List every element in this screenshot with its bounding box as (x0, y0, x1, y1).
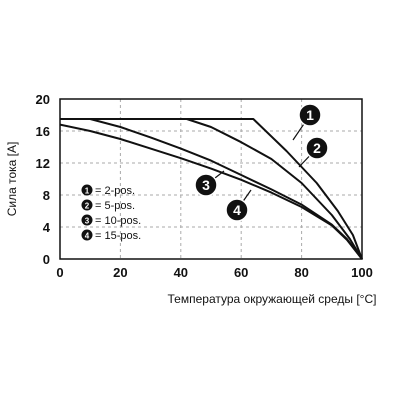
legend-item: 1 = 2-pos. (81, 184, 135, 197)
y-tick-label: 4 (43, 220, 51, 235)
y-tick-label: 8 (43, 188, 50, 203)
callout-3: 3 (194, 170, 225, 197)
series-line-1 (60, 118, 363, 260)
x-tick-label: 40 (174, 265, 188, 280)
x-axis-title: Температура окружающей среды [°C] (168, 292, 377, 306)
callout-number: 3 (202, 177, 210, 193)
x-tick-label: 100 (351, 265, 373, 280)
callout-badge (305, 136, 329, 160)
series-line-4 (59, 123, 363, 260)
y-tick-label: 0 (43, 252, 50, 267)
legend-label: = 10-pos. (95, 215, 141, 227)
legend-badge-number: 2 (85, 202, 90, 211)
series-lines (59, 118, 363, 260)
plot-frame (59, 98, 363, 260)
series-callouts: 1 2 3 4 (194, 103, 329, 222)
legend: 1 = 2-pos. 2 = 5-pos. 3 = 10-pos. 4 = 15-pos. (81, 184, 141, 242)
legend-item: 3 = 10-pos. (81, 214, 141, 227)
y-axis-title: Сила тока [A] (5, 142, 19, 217)
y-tick-label: 16 (36, 124, 50, 139)
callout-number: 4 (233, 202, 241, 218)
legend-item: 4 = 15-pos. (81, 229, 141, 242)
callout-badge (225, 198, 249, 222)
x-tick-label: 80 (294, 265, 308, 280)
x-axis-ticks: 0 20 40 60 80 100 (56, 265, 372, 280)
y-axis-ticks: 0 4 8 12 16 20 (36, 92, 51, 267)
legend-label: = 5-pos. (95, 200, 135, 212)
legend-badge (81, 199, 93, 211)
legend-label: = 15-pos. (95, 230, 141, 242)
callout-1: 1 (292, 103, 322, 141)
legend-badge (81, 184, 93, 196)
legend-item: 2 = 5-pos. (81, 199, 135, 212)
legend-label: = 2-pos. (95, 185, 135, 197)
callout-badge (298, 103, 322, 127)
callout-4: 4 (225, 189, 252, 222)
callout-2: 2 (298, 136, 329, 168)
legend-badge (81, 229, 93, 241)
callout-badge (194, 173, 218, 197)
x-tick-label: 20 (113, 265, 127, 280)
callout-number: 1 (306, 107, 314, 123)
series-line-2 (60, 118, 363, 260)
legend-badge-number: 3 (85, 217, 90, 226)
legend-badge-number: 1 (85, 187, 90, 196)
x-tick-label: 0 (56, 265, 63, 280)
y-tick-label: 12 (36, 156, 50, 171)
x-tick-label: 60 (234, 265, 248, 280)
y-tick-label: 20 (36, 92, 50, 107)
legend-badge-number: 4 (85, 232, 90, 241)
callout-number: 2 (313, 140, 321, 156)
legend-badge (81, 214, 93, 226)
